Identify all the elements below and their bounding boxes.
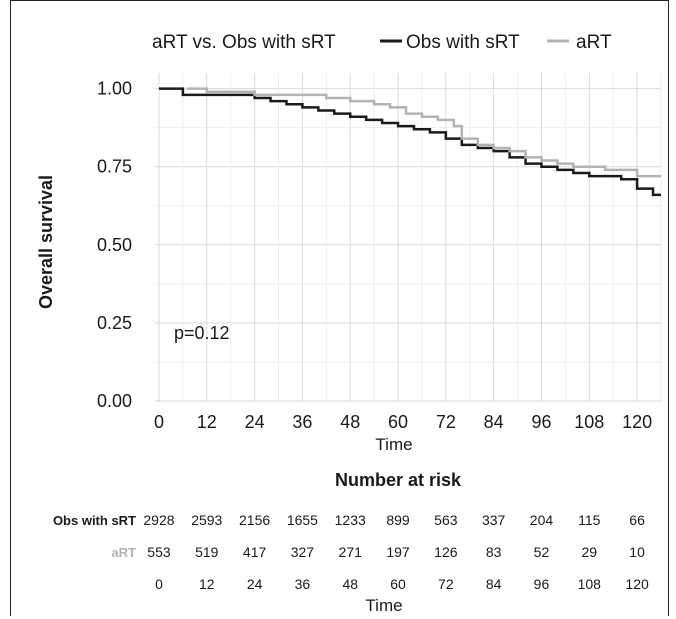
risk-time-tick: 48 — [342, 576, 358, 592]
risk-time-tick: 12 — [199, 576, 215, 592]
x-tick-label: 120 — [622, 412, 652, 432]
risk-cell: 10 — [629, 544, 645, 560]
risk-cell: 337 — [482, 512, 506, 528]
risk-cell: 1655 — [287, 512, 318, 528]
risk-cell: 417 — [243, 544, 267, 560]
risk-time-tick: 24 — [247, 576, 263, 592]
risk-cell: 2156 — [239, 512, 270, 528]
risk-time-tick: 108 — [578, 576, 602, 592]
y-tick-label: 1.00 — [97, 79, 132, 99]
risk-time-tick: 120 — [625, 576, 649, 592]
risk-cell: 126 — [434, 544, 458, 560]
y-axis-title: Overall survival — [36, 175, 56, 309]
legend-title: aRT vs. Obs with sRT — [152, 32, 336, 53]
risk-cell: 271 — [339, 544, 363, 560]
legend-label-obs: Obs with sRT — [406, 32, 520, 53]
risk-time-tick: 96 — [534, 576, 550, 592]
legend-label-art: aRT — [576, 32, 612, 53]
risk-time-tick: 84 — [486, 576, 502, 592]
risk-time-tick: 0 — [155, 576, 163, 592]
survival-curves — [158, 87, 661, 197]
risk-cell: 563 — [434, 512, 458, 528]
gridlines — [155, 73, 662, 402]
risk-row-label: Obs with sRT — [53, 513, 136, 528]
survival-curve-art — [186, 87, 661, 178]
risk-cell: 204 — [530, 512, 554, 528]
risk-cell: 197 — [386, 544, 410, 560]
risk-cell: 66 — [629, 512, 645, 528]
figure-frame — [10, 0, 669, 616]
x-tick-label: 36 — [292, 412, 312, 432]
risk-time-tick: 36 — [295, 576, 311, 592]
risk-table-x-title: Time — [365, 596, 402, 615]
risk-cell: 2593 — [191, 512, 222, 528]
y-tick-label: 0.00 — [97, 391, 132, 411]
risk-cell: 899 — [386, 512, 410, 528]
risk-time-tick: 60 — [390, 576, 406, 592]
y-tick-label: 0.25 — [97, 313, 132, 333]
y-tick-labels: 0.00 0.25 0.50 0.75 1.00 — [97, 79, 132, 411]
risk-cell: 519 — [195, 544, 219, 560]
x-tick-label: 48 — [340, 412, 360, 432]
legend: aRT vs. Obs with sRT Obs with sRT aRT — [152, 32, 612, 53]
x-tick-label: 12 — [197, 412, 217, 432]
x-tick-label: 72 — [436, 412, 456, 432]
risk-cell: 83 — [486, 544, 502, 560]
risk-cell: 52 — [534, 544, 550, 560]
survival-curve-obs-with-srt — [158, 87, 661, 197]
x-tick-label: 0 — [154, 412, 164, 432]
x-tick-label: 108 — [574, 412, 604, 432]
x-tick-label: 24 — [245, 412, 265, 432]
risk-cell: 327 — [291, 544, 315, 560]
p-value-annotation: p=0.12 — [174, 323, 230, 343]
risk-cell: 553 — [147, 544, 171, 560]
risk-cell: 115 — [578, 512, 601, 528]
x-tick-label: 96 — [531, 412, 551, 432]
y-tick-label: 0.75 — [97, 157, 132, 177]
x-axis-title: Time — [375, 435, 412, 454]
x-tick-label: 84 — [484, 412, 504, 432]
y-tick-label: 0.50 — [97, 235, 132, 255]
risk-cell: 1233 — [335, 512, 366, 528]
risk-table-title: Number at risk — [335, 470, 462, 490]
risk-time-tick: 72 — [438, 576, 454, 592]
x-tick-labels: 0 12 24 36 48 60 72 84 96 108 120 — [154, 412, 652, 432]
risk-cell: 29 — [581, 544, 597, 560]
risk-table: Obs with sRT 2928 2593 2156 1655 1233 899 563 33… — [53, 512, 649, 592]
x-tick-label: 60 — [388, 412, 408, 432]
risk-cell: 2928 — [143, 512, 174, 528]
risk-row-label: aRT — [111, 545, 136, 560]
